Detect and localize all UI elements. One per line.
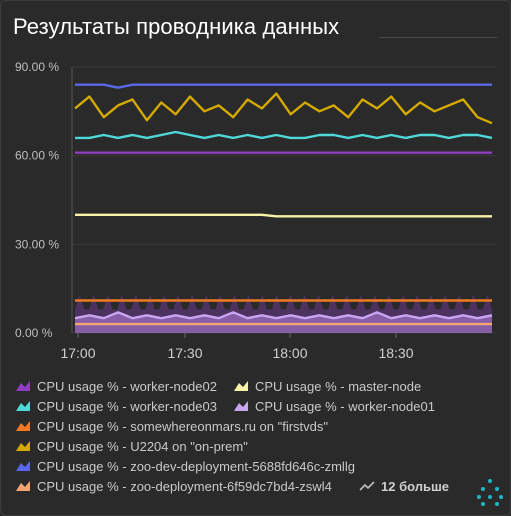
series-line <box>74 92 493 125</box>
legend-label: CPU usage % - master-node <box>255 378 422 394</box>
cpu-usage-chart[interactable]: 90.00 % 60.00 % 30.00 % 0.00 % 17:00 17:30 18:… <box>1 1 511 371</box>
legend-item[interactable]: CPU usage % - zoo-dev-deployment-5688fd6… <box>15 457 355 475</box>
series-line <box>75 130 493 140</box>
series-line <box>75 213 492 218</box>
legend-label: CPU usage % - worker-node02 <box>37 378 217 394</box>
y-tick-label: 90.00 % <box>15 60 59 74</box>
trend-line-icon <box>359 481 375 491</box>
x-tick-label: 17:00 <box>60 345 95 361</box>
panel-title: Результаты проводника данных <box>13 14 340 39</box>
y-tick-label: 30.00 % <box>15 237 59 251</box>
legend-item[interactable]: CPU usage % - worker-node01 <box>233 397 435 415</box>
legend-item[interactable]: CPU usage % - master-node <box>233 377 421 395</box>
more-series-button[interactable]: 12 больше <box>359 477 449 495</box>
x-tick-label: 18:30 <box>378 345 413 361</box>
legend-label: CPU usage % - zoo-dev-deployment-5688fd6… <box>37 458 355 474</box>
legend-item[interactable]: CPU usage % - worker-node02 <box>15 377 217 395</box>
series-line <box>75 83 492 89</box>
legend-label: CPU usage % - U2204 on "on-prem" <box>37 438 248 454</box>
series-swatch-icon <box>234 381 248 391</box>
title-divider <box>379 37 497 38</box>
legend-item[interactable]: CPU usage % - somewhereonmars.ru on "fir… <box>15 417 328 435</box>
series-swatch-icon <box>16 481 30 491</box>
y-tick-label: 0.00 % <box>15 326 53 340</box>
series-swatch-icon <box>16 381 30 391</box>
legend-item[interactable]: CPU usage % - zoo-deployment-6f59dc7bd4-… <box>15 477 332 495</box>
legend-label: CPU usage % - worker-node03 <box>37 398 217 414</box>
y-tick-label: 60.00 % <box>15 149 59 163</box>
series-swatch-icon <box>16 401 30 411</box>
legend-item[interactable]: CPU usage % - worker-node03 <box>15 397 217 415</box>
legend-label: CPU usage % - worker-node01 <box>255 398 435 414</box>
x-tick-label: 17:30 <box>167 345 202 361</box>
x-tick-label: 18:00 <box>272 345 307 361</box>
series-swatch-icon <box>16 461 30 471</box>
dots-grid-icon[interactable] <box>477 477 503 507</box>
more-series-label: 12 больше <box>381 478 450 494</box>
series-line <box>74 311 493 320</box>
series-swatch-icon <box>16 421 30 431</box>
series-swatch-icon <box>16 441 30 451</box>
legend-label: CPU usage % - somewhereonmars.ru on "fir… <box>37 418 329 434</box>
legend-label: CPU usage % - zoo-deployment-6f59dc7bd4-… <box>37 478 332 494</box>
legend-item[interactable]: CPU usage % - U2204 on "on-prem" <box>15 437 248 455</box>
series-swatch-icon <box>234 401 248 411</box>
